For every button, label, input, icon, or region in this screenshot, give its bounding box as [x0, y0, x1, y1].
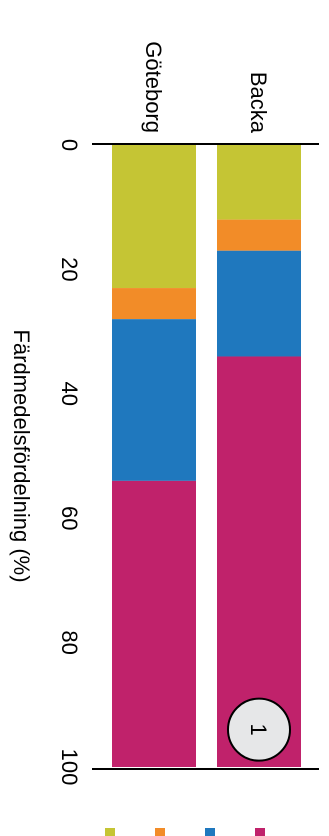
annotation-label: 1: [246, 724, 271, 736]
ticks: 0 20 40 60 80 100: [57, 139, 82, 785]
legend-swatch: [205, 828, 215, 836]
bar-segment-göteborg-0: [112, 145, 196, 289]
annotations: 1: [227, 697, 291, 762]
axes: [92, 143, 319, 770]
tick-label: 20: [57, 257, 82, 281]
bar-segment-backa-2: [217, 250, 301, 357]
bar-segment-backa-0: [217, 145, 301, 220]
tick-label: 60: [57, 506, 82, 530]
tick-label: 40: [57, 382, 82, 406]
tick-label: 100: [57, 749, 82, 786]
legend-swatch: [155, 828, 165, 836]
legend-swatch: [255, 828, 265, 836]
plot-area: Backa Göteborg 0 20 40 60 80 100 Färdmedelsför…: [9, 41, 319, 836]
x-axis-label: Färdmedelsfördelning (%): [9, 329, 34, 582]
bar-segment-backa-3: [217, 356, 301, 767]
bar-segment-göteborg-1: [112, 288, 196, 320]
tick-label: 0: [57, 139, 82, 151]
tick-label: 80: [57, 630, 82, 654]
bar-segment-backa-1: [217, 219, 301, 251]
legend-swatches: [105, 828, 265, 836]
bar-segment-göteborg-3: [112, 480, 196, 767]
legend-swatch: [105, 828, 115, 836]
bars: [112, 145, 301, 767]
category-labels: Backa Göteborg: [141, 41, 271, 133]
bar-segment-göteborg-2: [112, 319, 196, 481]
annotation-badge: [227, 697, 291, 762]
category-label: Göteborg: [141, 41, 166, 133]
category-label: Backa: [246, 72, 271, 134]
